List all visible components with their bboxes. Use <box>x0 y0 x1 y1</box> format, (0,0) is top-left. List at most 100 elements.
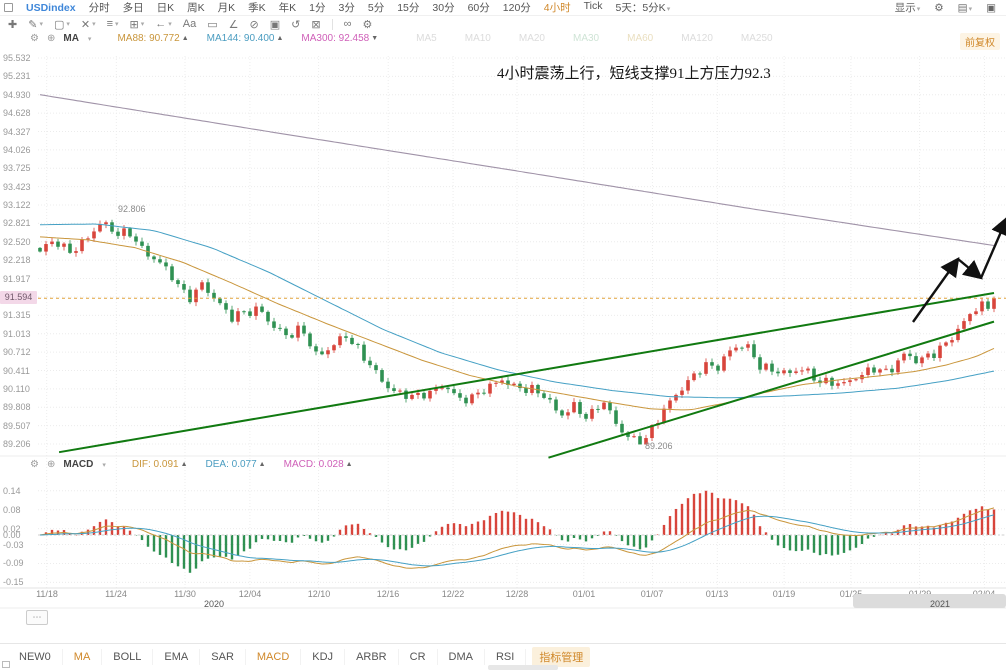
gear-icon[interactable]: ⚙ <box>30 33 39 44</box>
callout-tool-icon: ▭ <box>207 18 218 31</box>
price-adjust-button[interactable]: 前复权 <box>960 33 1000 50</box>
period-button[interactable]: Tick <box>583 0 603 12</box>
chevron-down-icon: ▾ <box>168 21 172 28</box>
top-toolbar: USDindex 分时 多日 日K 周K 月K 季K 年K 1分 3分 5分 15分 30分 60分 12… <box>0 0 1006 16</box>
gann-tool[interactable]: ⊞ ▾ <box>130 18 145 31</box>
move-tool-icon: ✚ <box>8 18 18 31</box>
year-label: 2021 <box>930 599 951 609</box>
period-button[interactable]: 3分 <box>338 2 355 14</box>
chart-canvas[interactable] <box>0 52 1006 612</box>
indicator-disabled[interactable]: MA20 <box>518 33 545 44</box>
price-axis-label: 92.520 <box>3 236 31 247</box>
indicator-disabled[interactable]: MA5 <box>416 33 437 44</box>
settings-gear-icon[interactable]: ⚙ <box>934 1 944 14</box>
layout-menu[interactable]: ▤▾ <box>957 1 973 14</box>
price-axis-label: 93.725 <box>3 163 31 174</box>
period-button[interactable]: 120分 <box>502 2 531 14</box>
indicator-disabled[interactable]: MA120 <box>681 33 713 44</box>
fib-tool[interactable]: ✕ ▾ <box>81 18 96 31</box>
shape-tool[interactable]: ▢ ▾ <box>54 18 70 31</box>
indicator-tab-cr[interactable]: CR <box>399 649 438 665</box>
period-button[interactable]: 60分 <box>467 2 490 14</box>
symbol-label[interactable]: USDindex <box>26 1 76 14</box>
period-button[interactable]: 30分 <box>432 2 455 14</box>
indicator-tab-macd[interactable]: MACD <box>246 649 302 665</box>
indicator-tab-ma[interactable]: MA <box>63 649 103 665</box>
period-button[interactable]: 5天：5分K▾ <box>615 2 671 14</box>
period-button[interactable]: 月K <box>217 2 236 14</box>
panel-toggle-checkbox[interactable] <box>2 661 10 668</box>
settings-tool[interactable]: ⚙ <box>362 18 372 31</box>
period-button[interactable]: 5分 <box>367 2 385 14</box>
price-axis-label: 93.423 <box>3 181 31 192</box>
price-axis-label: 90.411 <box>3 365 30 376</box>
undo-tool[interactable]: ↺ <box>291 18 300 31</box>
indicator-value[interactable]: MA88: 90.772 ▲ <box>117 33 189 44</box>
arrow-tool[interactable]: ← ▾ <box>155 18 172 30</box>
macd-title[interactable]: MACD <box>63 459 94 470</box>
text-tool[interactable]: Aa <box>183 18 196 30</box>
up-triangle-icon: ▲ <box>180 461 188 468</box>
macd-axis-label: 0.08 <box>3 504 21 515</box>
price-axis-label: 94.327 <box>3 126 31 137</box>
price-axis-label: 89.206 <box>3 439 31 449</box>
angle-tool[interactable]: ∠ <box>229 18 239 31</box>
period-button[interactable]: 1分 <box>309 2 326 14</box>
add-icon[interactable]: ⊕ <box>46 459 56 470</box>
indicator-disabled[interactable]: MA60 <box>627 33 654 44</box>
indicator-value[interactable]: MA144: 90.400 ▲ <box>206 33 284 44</box>
move-tool[interactable]: ✚ <box>8 18 17 31</box>
indicator-value[interactable]: DEA: 0.077 ▲ <box>205 459 266 470</box>
chevron-down-icon: ▾ <box>102 461 106 469</box>
indicator-tab-new0[interactable]: NEW0 <box>8 649 63 665</box>
price-axis-label: 91.315 <box>3 310 31 321</box>
ma-title[interactable]: MA <box>63 33 79 44</box>
period-button[interactable]: 4小时 <box>543 2 571 14</box>
pencil-tool[interactable]: ✎ ▾ <box>28 18 43 31</box>
indicator-tab-arbr[interactable]: ARBR <box>345 649 399 665</box>
indicator-disabled[interactable]: MA250 <box>740 33 773 44</box>
indicator-tab-rsi[interactable]: RSI <box>485 649 527 665</box>
indicator-tab-ema[interactable]: EMA <box>153 649 201 665</box>
indicator-value[interactable]: MA300: 92.458 ▼ <box>301 33 379 44</box>
indicator-value[interactable]: DIF: 0.091 ▲ <box>131 459 188 470</box>
period-button[interactable]: 年K <box>278 2 297 14</box>
more-dates-button[interactable]: ⋯ <box>26 610 48 625</box>
indicator-disabled[interactable]: MA10 <box>464 33 491 44</box>
undo-tool-icon: ↺ <box>291 18 301 31</box>
period-button[interactable]: 周K <box>187 2 205 14</box>
gear-icon[interactable]: ⚙ <box>30 459 39 470</box>
indicator-tab-dma[interactable]: DMA <box>438 649 485 665</box>
period-buttons: 分时 多日 日K 周K 月K 季K 年K 1分 3分 5分 15分 30分 60分 120分 4小时 Tick… <box>89 0 671 15</box>
period-button[interactable]: 日K <box>156 2 175 14</box>
delete-tool[interactable]: ⊠ <box>311 18 320 31</box>
display-menu[interactable]: 显示▾ <box>894 2 921 14</box>
date-axis-label: 01/25 <box>839 589 863 599</box>
callout-tool[interactable]: ▭ <box>207 18 217 31</box>
window-icon[interactable] <box>4 3 13 12</box>
indicator-tab-boll[interactable]: BOLL <box>102 649 154 665</box>
period-button[interactable]: 分时 <box>88 2 110 14</box>
period-button[interactable]: 多日 <box>122 2 144 14</box>
copy-tool[interactable]: ▣ <box>270 18 280 31</box>
up-triangle-icon: ▲ <box>258 461 266 468</box>
period-button[interactable]: 15分 <box>397 2 420 14</box>
price-axis-label: 91.013 <box>3 328 31 339</box>
indicator-tab-sar[interactable]: SAR <box>200 649 246 665</box>
indicator-tab-kdj[interactable]: KDJ <box>301 649 346 665</box>
chart-annotation-text[interactable]: 4小时震荡上行，短线支撑91上方压力92.3 <box>497 66 771 82</box>
horizontal-scrollbar-thumb[interactable] <box>853 594 1006 608</box>
price-axis-label: 90.712 <box>3 347 31 358</box>
indicator-value[interactable]: MACD: 0.028 ▲ <box>283 459 353 470</box>
screenshot-camera-icon[interactable]: ▣ <box>986 1 996 14</box>
add-icon[interactable]: ⊕ <box>46 33 56 44</box>
indicator-disabled[interactable]: MA30 <box>572 33 600 44</box>
period-button[interactable]: 季K <box>248 2 266 14</box>
link-tool-icon: ∞ <box>343 18 352 30</box>
indicator-manage-button[interactable]: 指标管理 <box>532 647 591 667</box>
link-tool[interactable]: ∞ <box>344 18 352 30</box>
line-tool[interactable]: ≡ ▾ <box>107 18 119 30</box>
date-axis-label: 11/18 <box>36 589 58 599</box>
circle-tool[interactable]: ⊘ <box>250 18 259 31</box>
period-low-tag: 89.206 <box>645 441 673 451</box>
